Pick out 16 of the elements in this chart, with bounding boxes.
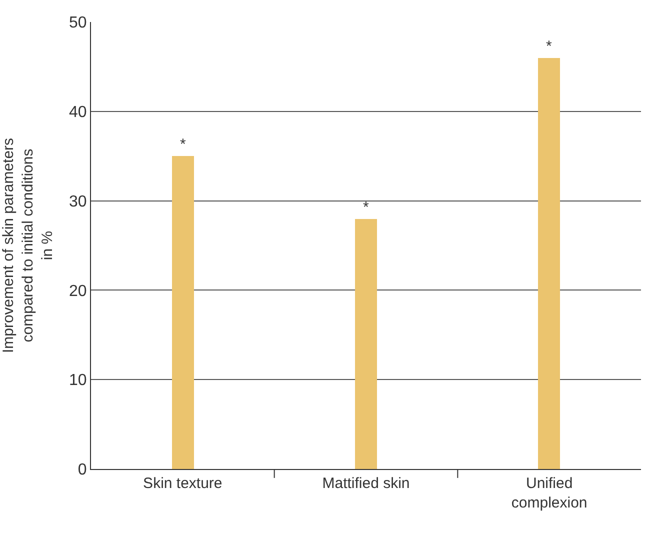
y-tick-label: 50: [69, 14, 87, 32]
data-label: *: [546, 38, 552, 55]
bar: [355, 219, 377, 469]
y-tick-label: 40: [69, 104, 87, 121]
x-tick-label: Skin texture: [143, 475, 222, 492]
bar: [172, 156, 194, 469]
data-label: *: [363, 199, 369, 216]
y-tick-label: 30: [69, 193, 87, 210]
y-tick-label: 0: [78, 462, 87, 479]
data-label: *: [180, 136, 186, 153]
y-tick-label: 10: [69, 372, 87, 390]
y-tick-label: 20: [69, 282, 87, 300]
x-tick-label: Mattified skin: [322, 475, 410, 492]
y-axis-title: Improvement of skin parameters compared to initial conditions in %: [0, 138, 56, 354]
bar: [538, 58, 560, 469]
x-tick-label: Unified complexion: [511, 475, 588, 512]
